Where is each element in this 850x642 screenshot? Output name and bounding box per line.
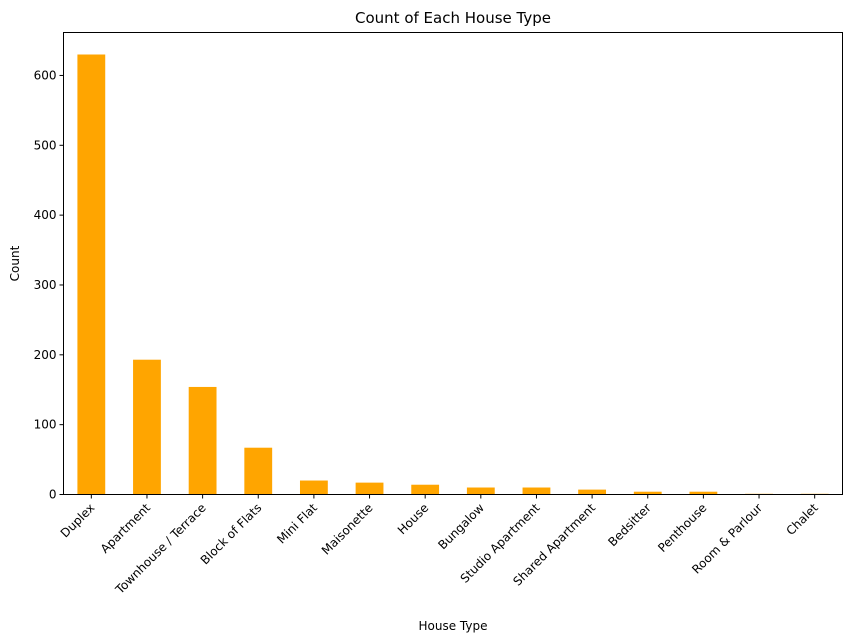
bars-group: [77, 54, 829, 495]
x-tick-label: Duplex: [58, 501, 98, 541]
y-axis-label: Count: [8, 245, 22, 281]
bar-2: [133, 359, 161, 495]
y-tick-label: 500: [34, 138, 57, 152]
y-tick-label: 0: [49, 488, 57, 502]
bar-9: [522, 487, 551, 495]
x-tick-label: Mini Flat: [274, 501, 320, 547]
y-tick-label: 600: [34, 68, 57, 82]
x-tick-label: Bungalow: [435, 501, 487, 553]
bar-1: [77, 54, 106, 495]
y-tick-label: 400: [34, 208, 57, 222]
x-tick-label: House: [395, 501, 431, 537]
bar-8: [466, 487, 495, 495]
y-tick-label: 200: [34, 348, 57, 362]
bar-10: [578, 489, 607, 495]
bar-11: [633, 491, 662, 495]
chart-title: Count of Each House Type: [355, 9, 551, 27]
y-tick-label: 300: [34, 278, 57, 292]
bar-5: [299, 480, 328, 495]
plot-frame: [63, 32, 843, 495]
bar-12: [689, 491, 718, 495]
bar-3: [188, 386, 217, 495]
x-tick-label: Townhouse / Terrace: [112, 501, 209, 598]
x-tick-label: Penthouse: [655, 501, 709, 555]
x-axis-label: House Type: [419, 619, 488, 633]
x-tick-label: Chalet: [783, 501, 821, 539]
x-tick-label: Maisonette: [319, 501, 376, 558]
x-tick-label: Bedsitter: [605, 501, 654, 550]
y-axis-ticks: 0 100 200 300 400 500 600: [34, 68, 64, 502]
bar-4: [244, 447, 273, 495]
bar-7: [411, 484, 440, 495]
y-tick-label: 100: [34, 418, 57, 432]
bar-6: [355, 482, 384, 495]
x-tick-label: Apartment: [98, 501, 154, 557]
